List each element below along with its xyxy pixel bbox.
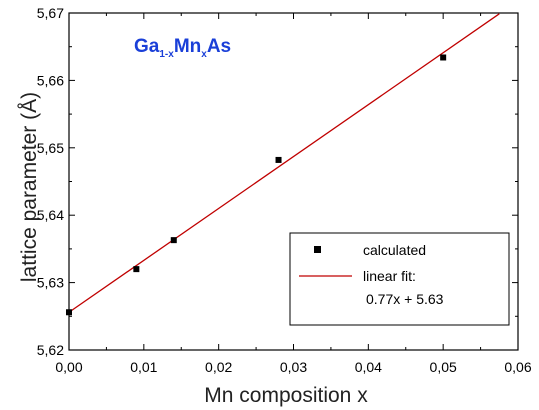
x-tick-label: 0,05 <box>430 359 457 375</box>
data-point <box>170 237 177 244</box>
y-tick-label: 5,65 <box>37 140 64 156</box>
y-tick-label: 5,64 <box>37 207 64 223</box>
formula-ga: Ga <box>134 36 160 57</box>
linear-fit-line <box>68 13 500 313</box>
legend-box <box>289 232 510 326</box>
fit-line-layer <box>68 13 500 313</box>
y-axis-title: lattice parameter (Å) <box>18 92 41 282</box>
legend-marker-calculated <box>314 246 321 253</box>
legend-label-calculated: calculated <box>363 242 426 258</box>
y-tick-label: 5,63 <box>37 275 64 291</box>
x-tick-label: 0,01 <box>130 359 157 375</box>
formula-subscript-1-x: 1-x <box>159 49 174 60</box>
data-point <box>440 54 447 61</box>
data-point <box>66 309 72 316</box>
formula-mn: Mn <box>174 36 201 57</box>
x-tick-label: 0,06 <box>504 359 531 375</box>
data-point <box>133 266 140 273</box>
data-points <box>66 54 447 316</box>
formula-subscript-x: x <box>201 49 207 60</box>
legend-label-fit: linear fit: <box>363 268 416 284</box>
x-tick-label: 0,04 <box>355 359 382 375</box>
y-tick-label: 5,67 <box>37 5 64 21</box>
axis-ticks: 0,00 0,01 0,02 0,03 0,04 0,05 0,06 5,62 5,63 5,64… <box>37 5 532 375</box>
inset-formula-title: Ga1-xMnxAs <box>134 36 231 60</box>
y-tick-label: 5,66 <box>37 72 64 88</box>
x-tick-label: 0,02 <box>205 359 232 375</box>
y-tick-label: 5,62 <box>37 342 64 358</box>
x-tick-label: 0,03 <box>280 359 307 375</box>
x-axis-title: Mn composition x <box>204 384 368 407</box>
legend-label-fit-equation: 0.77x + 5.63 <box>366 291 444 307</box>
formula-as: As <box>207 36 231 57</box>
x-tick-label: 0,00 <box>55 359 82 375</box>
legend: calculated linear fit: 0.77x + 5.63 <box>289 232 510 326</box>
data-point <box>275 156 282 163</box>
